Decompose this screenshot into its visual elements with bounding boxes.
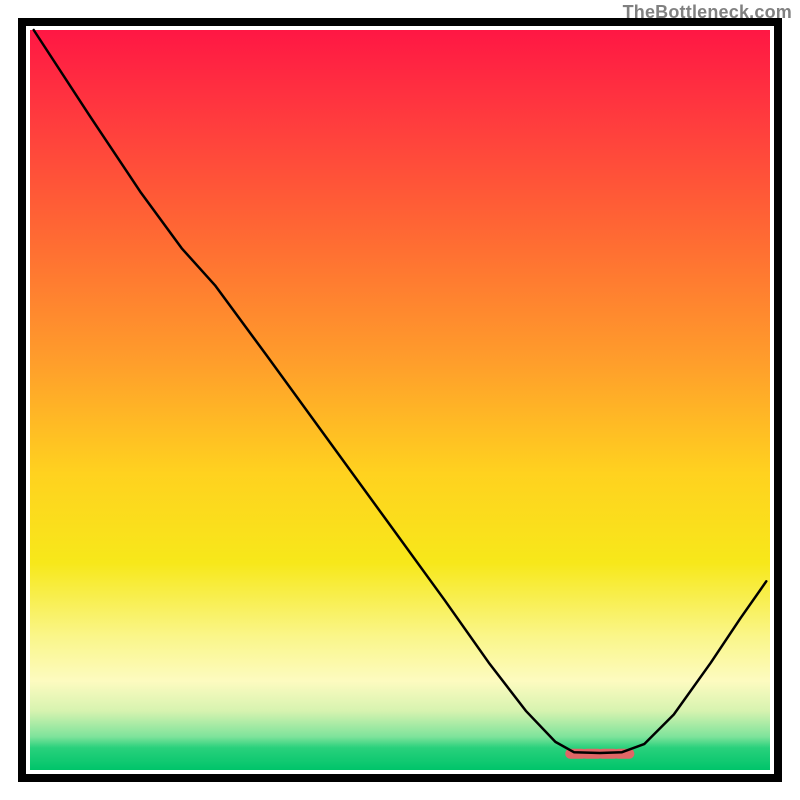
chart-container: { "watermark": { "text": "TheBottleneck.… xyxy=(0,0,800,800)
bottleneck-gradient-chart xyxy=(0,0,800,800)
plot-background xyxy=(30,30,770,770)
watermark-text: TheBottleneck.com xyxy=(623,2,792,23)
